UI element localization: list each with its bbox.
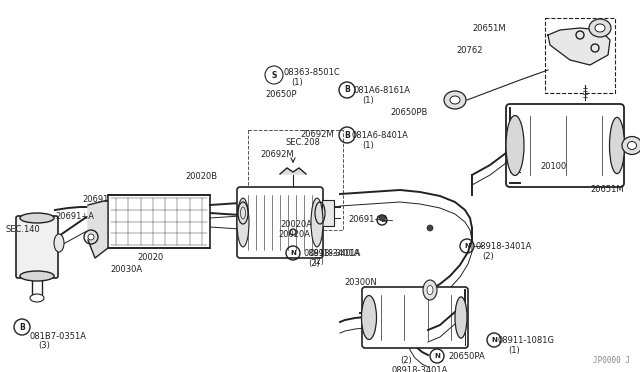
Polygon shape xyxy=(88,200,108,258)
Text: SEC.208: SEC.208 xyxy=(286,138,321,147)
Text: N: N xyxy=(464,243,470,249)
Ellipse shape xyxy=(20,213,54,223)
Text: (2): (2) xyxy=(400,356,412,365)
Text: B: B xyxy=(19,323,25,331)
Text: 08918-3401A: 08918-3401A xyxy=(476,242,532,251)
Text: (1): (1) xyxy=(362,141,374,150)
Text: 20020B: 20020B xyxy=(185,172,217,181)
Text: (1): (1) xyxy=(508,346,520,355)
Text: 20650PA: 20650PA xyxy=(448,352,484,361)
Ellipse shape xyxy=(311,198,323,247)
FancyBboxPatch shape xyxy=(16,216,58,278)
Text: B: B xyxy=(344,86,350,94)
Text: 081A6-8161A: 081A6-8161A xyxy=(354,86,411,95)
Text: 20020: 20020 xyxy=(137,253,163,262)
Ellipse shape xyxy=(589,19,611,37)
Ellipse shape xyxy=(427,285,433,295)
Ellipse shape xyxy=(20,271,54,281)
Text: 08918-3401A: 08918-3401A xyxy=(309,249,360,258)
Text: N: N xyxy=(434,353,440,359)
Ellipse shape xyxy=(423,280,437,300)
FancyBboxPatch shape xyxy=(237,187,323,258)
Text: N: N xyxy=(290,250,296,256)
FancyBboxPatch shape xyxy=(108,195,210,248)
Circle shape xyxy=(427,225,433,231)
Text: 20020A: 20020A xyxy=(280,220,312,229)
Ellipse shape xyxy=(455,297,467,338)
Text: 081A6-8401A: 081A6-8401A xyxy=(352,131,409,140)
FancyBboxPatch shape xyxy=(362,287,468,348)
Text: (1): (1) xyxy=(291,78,303,87)
Text: (2): (2) xyxy=(308,259,320,268)
Text: 20692M: 20692M xyxy=(300,130,333,139)
FancyBboxPatch shape xyxy=(322,200,334,226)
Ellipse shape xyxy=(444,91,466,109)
Ellipse shape xyxy=(627,141,637,150)
Polygon shape xyxy=(280,168,306,174)
Text: (2): (2) xyxy=(482,252,493,261)
Text: 20762: 20762 xyxy=(456,46,483,55)
Text: 20020A: 20020A xyxy=(278,230,310,239)
Text: S: S xyxy=(271,71,276,80)
Circle shape xyxy=(379,215,385,221)
Text: 08363-8501C: 08363-8501C xyxy=(283,68,340,77)
Text: 08911-1081G: 08911-1081G xyxy=(497,336,554,345)
Bar xyxy=(545,18,615,93)
Text: JP0000 J: JP0000 J xyxy=(593,356,630,365)
Ellipse shape xyxy=(595,24,605,32)
Bar xyxy=(248,130,343,230)
Text: 20691+B: 20691+B xyxy=(348,215,387,224)
Text: (1): (1) xyxy=(362,96,374,105)
Text: 20692M: 20692M xyxy=(260,150,294,159)
Ellipse shape xyxy=(609,118,625,174)
Text: 081B7-0351A: 081B7-0351A xyxy=(30,332,87,341)
Text: 20650P: 20650P xyxy=(265,90,296,99)
Text: 20650PB: 20650PB xyxy=(390,108,428,117)
Text: 20651M: 20651M xyxy=(472,24,506,33)
Text: 20100: 20100 xyxy=(540,162,566,171)
Text: SEC.140: SEC.140 xyxy=(5,225,40,234)
Text: 20691: 20691 xyxy=(82,195,108,204)
Ellipse shape xyxy=(506,115,524,176)
Text: 20651M: 20651M xyxy=(590,185,623,194)
FancyBboxPatch shape xyxy=(506,104,624,187)
Circle shape xyxy=(88,234,94,240)
Ellipse shape xyxy=(54,234,64,252)
Text: 08918-3401A: 08918-3401A xyxy=(304,249,360,258)
Text: (3): (3) xyxy=(38,341,50,350)
Ellipse shape xyxy=(450,96,460,104)
Text: 08918-3401A: 08918-3401A xyxy=(392,366,449,372)
Text: N: N xyxy=(491,337,497,343)
Ellipse shape xyxy=(362,295,376,340)
Text: B: B xyxy=(344,131,350,140)
Text: (2): (2) xyxy=(313,257,324,266)
Text: 20300N: 20300N xyxy=(344,278,377,287)
Text: 20030A: 20030A xyxy=(110,265,142,274)
Ellipse shape xyxy=(622,137,640,154)
Text: 20691+A: 20691+A xyxy=(55,212,94,221)
Polygon shape xyxy=(548,28,610,65)
Ellipse shape xyxy=(237,198,249,247)
